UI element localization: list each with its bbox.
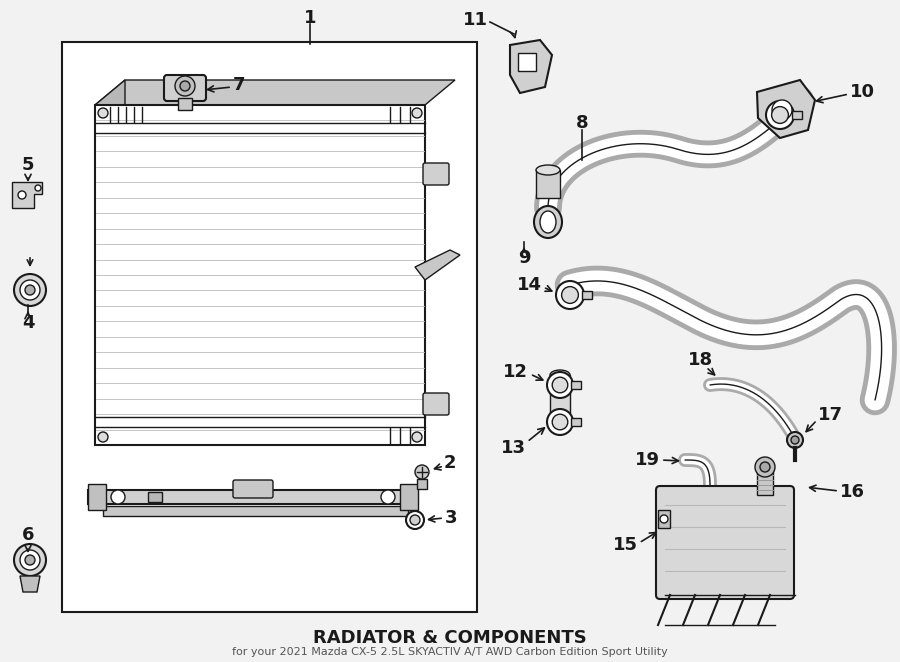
Circle shape — [180, 81, 190, 91]
Bar — [518, 53, 536, 71]
Circle shape — [111, 490, 125, 504]
Text: 17: 17 — [818, 406, 843, 424]
FancyBboxPatch shape — [423, 163, 449, 185]
Circle shape — [415, 465, 429, 479]
Bar — [148, 492, 162, 502]
Text: 11: 11 — [463, 11, 488, 29]
Text: 18: 18 — [688, 351, 713, 369]
Circle shape — [20, 280, 40, 300]
Text: 5: 5 — [22, 156, 34, 174]
Circle shape — [381, 490, 395, 504]
Bar — [88, 490, 418, 504]
Circle shape — [25, 555, 35, 565]
FancyBboxPatch shape — [656, 486, 794, 599]
Circle shape — [547, 409, 573, 435]
Circle shape — [553, 414, 568, 430]
Circle shape — [660, 515, 668, 523]
Text: 19: 19 — [635, 451, 660, 469]
Text: for your 2021 Mazda CX-5 2.5L SKYACTIV A/T AWD Carbon Edition Sport Utility: for your 2021 Mazda CX-5 2.5L SKYACTIV A… — [232, 647, 668, 657]
Text: 9: 9 — [518, 249, 530, 267]
Circle shape — [562, 287, 579, 303]
Text: 6: 6 — [22, 526, 34, 544]
Polygon shape — [757, 80, 815, 138]
Text: 1: 1 — [304, 9, 316, 27]
Circle shape — [412, 432, 422, 442]
Polygon shape — [95, 80, 125, 445]
Bar — [582, 291, 592, 299]
Circle shape — [14, 274, 46, 306]
Bar — [550, 375, 570, 430]
Polygon shape — [415, 250, 460, 280]
Circle shape — [772, 100, 792, 120]
Bar — [62, 42, 477, 612]
Circle shape — [791, 436, 799, 444]
Circle shape — [14, 544, 46, 576]
Bar — [536, 170, 560, 198]
Text: 8: 8 — [576, 114, 589, 132]
Circle shape — [18, 191, 26, 199]
Text: 13: 13 — [501, 439, 526, 457]
Circle shape — [98, 108, 108, 118]
Polygon shape — [95, 80, 455, 105]
Circle shape — [755, 457, 775, 477]
Circle shape — [760, 462, 770, 472]
Circle shape — [406, 511, 424, 529]
Bar — [103, 506, 408, 516]
Bar — [757, 467, 773, 495]
Bar — [658, 510, 670, 528]
Circle shape — [771, 107, 788, 123]
Bar — [571, 418, 581, 426]
Text: 2: 2 — [444, 454, 456, 472]
Ellipse shape — [536, 165, 560, 175]
FancyBboxPatch shape — [233, 480, 273, 498]
Text: 7: 7 — [233, 76, 246, 94]
Circle shape — [175, 76, 195, 96]
Ellipse shape — [540, 211, 556, 233]
Text: 14: 14 — [517, 276, 542, 294]
Circle shape — [556, 281, 584, 309]
Bar — [400, 484, 418, 510]
Bar — [792, 111, 802, 119]
Circle shape — [787, 432, 803, 448]
Circle shape — [20, 550, 40, 570]
Circle shape — [410, 515, 420, 525]
Circle shape — [25, 285, 35, 295]
Ellipse shape — [550, 370, 570, 380]
FancyBboxPatch shape — [164, 75, 206, 101]
Text: 10: 10 — [850, 83, 875, 101]
Text: RADIATOR & COMPONENTS: RADIATOR & COMPONENTS — [313, 629, 587, 647]
Text: 15: 15 — [613, 536, 638, 554]
Bar — [88, 484, 106, 510]
Text: 16: 16 — [840, 483, 865, 501]
Bar — [95, 105, 425, 445]
Circle shape — [412, 108, 422, 118]
FancyBboxPatch shape — [423, 393, 449, 415]
Text: 3: 3 — [445, 509, 457, 527]
Text: 4: 4 — [22, 314, 34, 332]
Circle shape — [98, 432, 108, 442]
Bar — [571, 381, 581, 389]
Circle shape — [547, 372, 573, 398]
Bar — [178, 98, 192, 110]
Polygon shape — [20, 576, 40, 592]
Circle shape — [766, 101, 794, 129]
Bar — [417, 479, 427, 489]
Polygon shape — [12, 182, 42, 208]
Text: 12: 12 — [503, 363, 528, 381]
Ellipse shape — [534, 206, 562, 238]
Polygon shape — [510, 40, 552, 93]
Circle shape — [553, 377, 568, 393]
Circle shape — [35, 185, 41, 191]
